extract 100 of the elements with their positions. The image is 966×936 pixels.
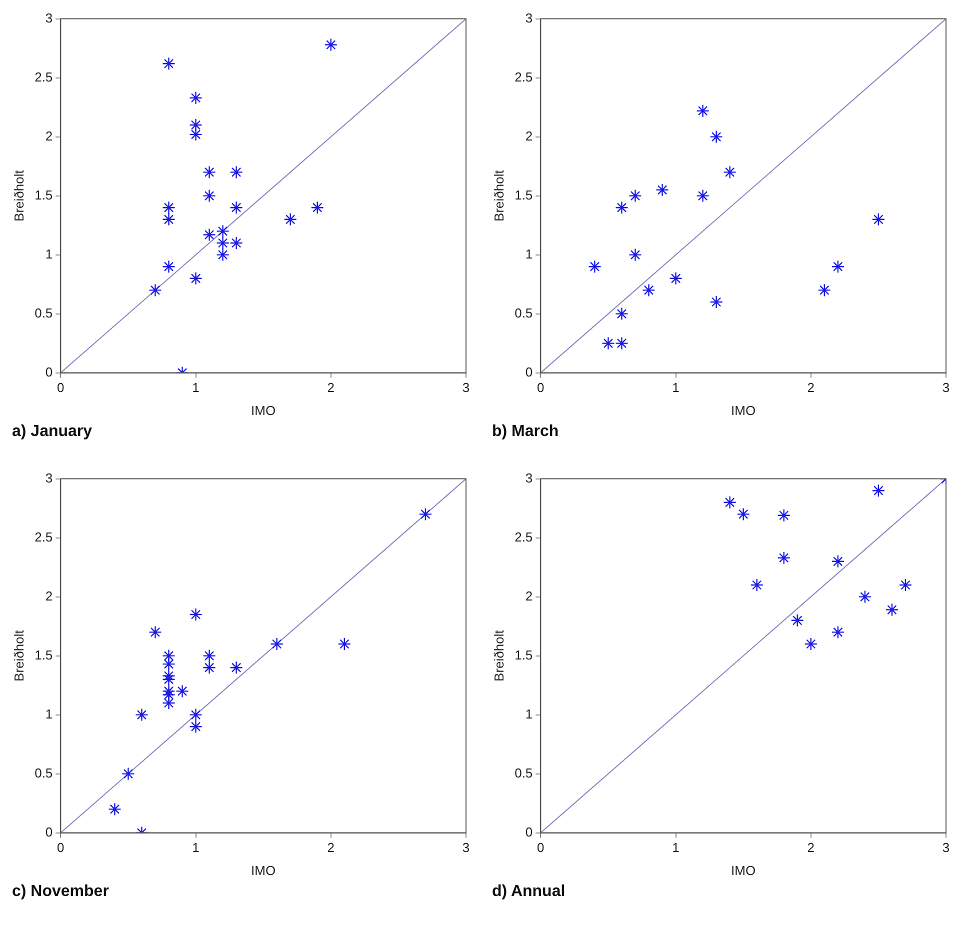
y-tick-label: 0.5 [34, 765, 53, 780]
point [230, 201, 243, 214]
point [790, 614, 804, 627]
point [710, 295, 723, 309]
x-axis-title: IMO [251, 402, 276, 418]
y-tick-label: 1.5 [514, 647, 533, 662]
x-tick-label: 2 [807, 840, 815, 856]
point [696, 104, 710, 118]
x-tick-label: 2 [327, 840, 335, 856]
point [615, 307, 628, 320]
point [189, 608, 202, 622]
y-tick-label: 2 [45, 128, 53, 144]
point [148, 626, 162, 639]
point [885, 603, 899, 616]
point [162, 649, 176, 662]
x-tick-label: 1 [192, 380, 200, 396]
point [230, 166, 243, 179]
x-tick-label: 0 [537, 380, 544, 396]
y-tick-label: 2.5 [34, 529, 53, 544]
point [189, 272, 202, 285]
point [804, 637, 818, 651]
y-tick-label: 0 [525, 824, 533, 840]
point [202, 166, 216, 179]
x-tick-label: 1 [672, 380, 680, 396]
point [189, 708, 202, 722]
point [723, 166, 736, 179]
y-tick-label: 2.5 [34, 69, 53, 84]
point [831, 260, 845, 274]
y-tick-label: 2.5 [514, 69, 533, 84]
point [148, 284, 162, 297]
y-tick-label: 0.5 [34, 305, 53, 320]
point [135, 708, 148, 722]
point [108, 802, 122, 816]
y-tick-label: 2.5 [514, 529, 533, 544]
x-tick-label: 3 [942, 380, 950, 396]
point [176, 684, 189, 698]
x-tick-label: 3 [942, 840, 950, 856]
y-tick-label: 1.5 [514, 187, 533, 202]
x-tick-label: 2 [807, 380, 815, 396]
y-axis-title: Breiðholt [491, 630, 506, 682]
x-axis-title: IMO [731, 862, 756, 878]
x-tick-label: 0 [57, 380, 64, 396]
text: a) January [11, 423, 94, 441]
x-axis-title: IMO [251, 862, 276, 878]
point [162, 212, 176, 226]
point [230, 236, 243, 250]
y-axis-title: Breiðholt [11, 170, 26, 222]
point [872, 212, 886, 226]
text: d) Annual [491, 883, 566, 901]
y-axis-title: Breiðholt [491, 170, 506, 222]
y-tick-label: 2 [45, 588, 53, 604]
y-tick-label: 0 [525, 364, 533, 380]
y-tick-label: 0.5 [514, 305, 533, 320]
x-tick-label: 0 [537, 840, 544, 856]
point [189, 118, 202, 132]
point [162, 672, 176, 686]
text: b) March [491, 423, 560, 441]
y-tick-label: 1.5 [34, 187, 53, 202]
point [710, 130, 723, 144]
y-tick-label: 3 [45, 10, 53, 26]
point [162, 669, 176, 682]
point [122, 767, 135, 780]
point [898, 578, 912, 592]
point [202, 649, 216, 662]
y-tick-label: 3 [525, 10, 533, 26]
point [736, 508, 750, 521]
point [831, 554, 845, 568]
y-tick-label: 1 [45, 246, 53, 262]
point [656, 183, 669, 196]
point [324, 38, 338, 52]
point [628, 248, 642, 262]
point [189, 91, 202, 104]
point [162, 57, 176, 70]
y-tick-label: 1 [525, 706, 533, 722]
x-tick-label: 2 [327, 380, 335, 396]
y-tick-label: 3 [525, 470, 533, 486]
point [189, 128, 202, 142]
y-tick-label: 3 [45, 470, 53, 486]
point [615, 336, 628, 350]
x-tick-label: 3 [462, 840, 470, 856]
point [230, 661, 243, 674]
y-tick-label: 0.5 [514, 765, 533, 780]
point [189, 720, 202, 734]
point [310, 201, 324, 214]
x-tick-label: 1 [192, 840, 200, 856]
point [202, 228, 216, 242]
point [162, 260, 176, 274]
x-tick-label: 1 [672, 840, 680, 856]
point [270, 637, 284, 651]
point [615, 201, 628, 214]
y-tick-label: 2 [525, 128, 533, 144]
point [818, 284, 831, 297]
y-tick-label: 2 [525, 588, 533, 604]
x-tick-label: 0 [57, 840, 64, 856]
y-tick-label: 0 [45, 364, 53, 380]
point [162, 696, 176, 710]
point [162, 688, 176, 702]
x-axis-title: IMO [731, 402, 756, 418]
point [858, 590, 872, 604]
point [216, 224, 230, 238]
